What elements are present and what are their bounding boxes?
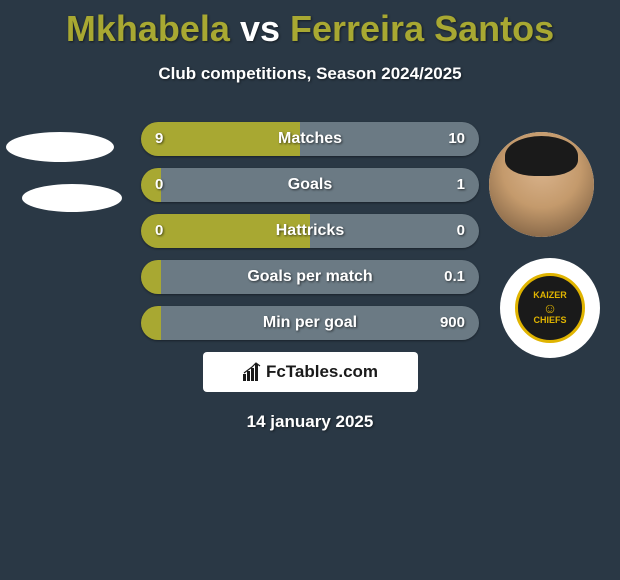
- stat-value-right: 10: [448, 122, 465, 156]
- stat-label: Min per goal: [141, 306, 479, 340]
- stat-row: Goals0 1: [141, 168, 479, 202]
- club-label-bottom: CHIEFS: [533, 316, 567, 325]
- stat-value-right: 0.1: [444, 260, 465, 294]
- placeholder-ellipse: [6, 132, 114, 162]
- right-player-avatar: [489, 132, 594, 237]
- stat-label: Goals per match: [141, 260, 479, 294]
- stat-value-right: 1: [457, 168, 465, 202]
- stat-row: Min per goal900: [141, 306, 479, 340]
- stat-bars: Matches910Goals01Hattricks00Goals per ma…: [141, 122, 479, 340]
- stat-value-left: 0: [155, 168, 163, 202]
- club-badge-inner: KAIZER ☺ CHIEFS: [515, 273, 585, 343]
- stat-row: Matches9 10: [141, 122, 479, 156]
- stat-label: Matches: [141, 122, 479, 156]
- club-label-top: KAIZER: [533, 291, 567, 300]
- date-label: 14 january 2025: [0, 412, 620, 432]
- brand-box: FcTables.com: [203, 352, 418, 392]
- stat-value-right: 0: [457, 214, 465, 248]
- brand-text: FcTables.com: [266, 362, 378, 382]
- stat-value-right: 900: [440, 306, 465, 340]
- stat-row: Hattricks0 0: [141, 214, 479, 248]
- title-player2: Ferreira Santos: [290, 8, 554, 49]
- page-title: Mkhabela vs Ferreira Santos: [0, 0, 620, 50]
- comparison-content: KAIZER ☺ CHIEFS Matches910Goals01Hattric…: [0, 122, 620, 432]
- subtitle: Club competitions, Season 2024/2025: [0, 64, 620, 84]
- right-club-badge: KAIZER ☺ CHIEFS: [500, 258, 600, 358]
- stat-label: Hattricks: [141, 214, 479, 248]
- title-player1: Mkhabela: [66, 8, 230, 49]
- stat-value-left: 0: [155, 214, 163, 248]
- stat-row: Goals per match0.1: [141, 260, 479, 294]
- brand-chart-icon: [242, 362, 262, 382]
- avatar-face-icon: [489, 132, 594, 237]
- stat-value-left: 9: [155, 122, 163, 156]
- stat-label: Goals: [141, 168, 479, 202]
- placeholder-ellipse: [22, 184, 122, 212]
- title-vs: vs: [240, 8, 280, 49]
- club-face-icon: ☺: [533, 300, 567, 317]
